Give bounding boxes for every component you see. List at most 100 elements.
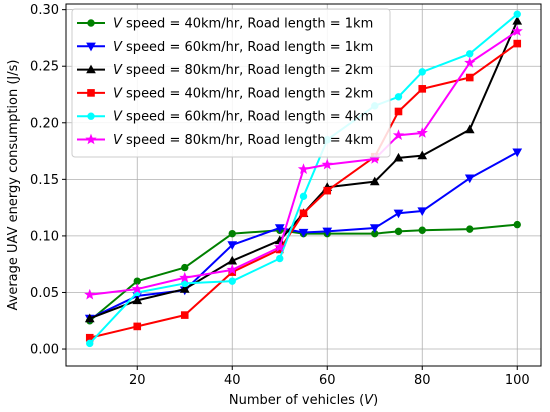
data-point — [299, 192, 308, 201]
data-point — [84, 288, 96, 300]
x-axis-title-suffix: ) — [373, 393, 378, 408]
y-axis-title: Average UAV energy consumption (J/s) — [6, 60, 21, 311]
data-point — [392, 129, 405, 141]
legend-marker — [87, 89, 95, 97]
legend-label: V speed = 80km/hr, Road length = 4km — [113, 133, 373, 148]
legend-description: speed = 60km/hr, Road length = 4km — [122, 110, 373, 125]
x-tick-label: 80 — [414, 373, 431, 388]
x-tick-label: 40 — [224, 373, 241, 388]
data-point — [228, 229, 236, 238]
data-point — [393, 152, 404, 162]
data-point — [274, 224, 285, 234]
data-point — [464, 174, 475, 184]
legend-label: V speed = 80km/hr, Road length = 2km — [113, 63, 373, 78]
data-point — [416, 127, 428, 138]
legend-variable: V — [113, 40, 123, 55]
legend-label: V speed = 60km/hr, Road length = 1km — [113, 40, 373, 55]
data-point — [418, 85, 427, 93]
data-point — [179, 271, 191, 283]
series-line — [89, 30, 518, 296]
legend-variable: V — [113, 17, 123, 32]
legend-label: V speed = 60km/hr, Road length = 4km — [113, 110, 373, 125]
data-point — [299, 209, 308, 218]
legend-item: V speed = 40km/hr, Road length = 2km — [77, 86, 373, 101]
series-1 — [86, 220, 521, 325]
data-point — [180, 311, 189, 319]
x-tick-label: 100 — [505, 373, 530, 388]
legend-marker — [86, 42, 96, 52]
legend-item: V speed = 40km/hr, Road length = 1km — [77, 17, 373, 32]
data-point — [512, 148, 523, 158]
data-point — [321, 158, 333, 170]
x-tick-label: 20 — [129, 373, 146, 388]
data-point — [417, 150, 428, 160]
data-point — [394, 227, 403, 236]
legend-item: V speed = 60km/hr, Road length = 4km — [77, 110, 373, 125]
legend-variable: V — [113, 133, 123, 148]
data-point — [464, 124, 475, 134]
data-point — [297, 163, 310, 174]
y-tick-label: 0.30 — [30, 3, 59, 18]
data-point — [86, 339, 94, 348]
legend-marker — [87, 19, 95, 27]
series-line — [89, 20, 519, 320]
data-point — [131, 283, 143, 294]
y-tick-label: 0.25 — [30, 60, 59, 75]
y-tick-label: 0.10 — [30, 229, 59, 244]
data-point — [227, 241, 238, 250]
x-axis-title-variable: V — [364, 393, 374, 408]
data-point — [513, 39, 522, 48]
legend-label: V speed = 40km/hr, Road length = 1km — [113, 17, 373, 32]
legend-description: speed = 80km/hr, Road length = 4km — [122, 133, 373, 148]
data-point — [298, 228, 309, 238]
data-point — [513, 10, 521, 18]
legend-marker — [87, 112, 95, 120]
data-point — [84, 313, 95, 323]
data-point — [466, 225, 474, 233]
series-6 — [84, 25, 523, 300]
data-point — [179, 284, 190, 293]
series-line — [89, 42, 518, 339]
series-lines — [84, 10, 523, 348]
data-point — [181, 263, 189, 272]
legend-box — [71, 8, 391, 158]
data-point — [276, 254, 284, 263]
legend-variable: V — [113, 86, 123, 101]
legend-description: speed = 40km/hr, Road length = 1km — [122, 17, 373, 32]
data-point — [369, 224, 380, 234]
legend-variable: V — [113, 110, 123, 125]
series-line — [89, 223, 518, 322]
data-point — [512, 15, 523, 25]
series-line — [89, 13, 518, 345]
legend-marker — [86, 64, 96, 74]
data-point — [466, 50, 474, 58]
data-point — [133, 322, 142, 331]
data-point — [511, 25, 523, 36]
data-point — [464, 56, 476, 68]
data-point — [228, 277, 236, 285]
y-tick-label: 0.05 — [30, 286, 59, 301]
legend-item: V speed = 80km/hr, Road length = 2km — [77, 63, 373, 78]
data-point — [465, 73, 474, 82]
legend-item: V speed = 80km/hr, Road length = 4km — [77, 133, 373, 148]
data-point — [322, 227, 333, 237]
legend-label: V speed = 40km/hr, Road length = 2km — [113, 86, 373, 101]
data-point — [323, 186, 332, 195]
data-point — [417, 207, 428, 217]
legend-description: speed = 40km/hr, Road length = 2km — [122, 86, 373, 101]
data-point — [274, 241, 286, 253]
data-point — [393, 209, 404, 219]
legend-description: speed = 80km/hr, Road length = 2km — [122, 63, 373, 78]
legend-item: V speed = 60km/hr, Road length = 1km — [77, 40, 373, 55]
plot-frame — [65, 3, 542, 367]
axis-ticks: 20 40 60 80 100 0.00 0.05 0.10 0.15 0.20 0.25 0.30 — [30, 3, 530, 388]
data-point — [394, 107, 403, 116]
data-point — [418, 226, 426, 234]
data-point — [226, 263, 238, 275]
y-tick-label: 0.20 — [30, 116, 59, 131]
y-tick-label: 0.00 — [30, 343, 59, 358]
data-point — [369, 153, 381, 164]
x-axis-title-prefix: Number of vehicles ( — [229, 393, 364, 408]
